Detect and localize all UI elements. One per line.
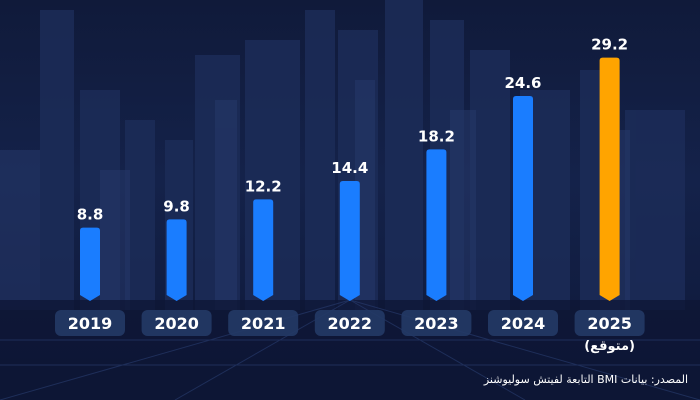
category-pill-2024	[488, 310, 558, 336]
bar-2024	[513, 96, 533, 301]
category-pill-2020	[141, 310, 212, 336]
data-label-2022: 14.4	[331, 159, 368, 177]
category-pill-2019	[55, 310, 125, 336]
data-label-2019: 8.8	[77, 206, 104, 224]
category-label-2022: 2022	[328, 314, 373, 333]
bar-2019	[80, 227, 100, 301]
data-label-2025: 29.2	[591, 36, 628, 54]
source-note: المصدر: بيانات BMI التابعة لفيتش سوليوشن…	[483, 373, 688, 386]
category-sublabel-2025: (متوقع)	[584, 339, 635, 354]
category-label-2025: 2025	[587, 314, 632, 333]
data-label-2023: 18.2	[418, 127, 455, 145]
category-pill-2022	[314, 310, 385, 336]
bar-2025	[599, 57, 620, 301]
data-label-2024: 24.6	[504, 74, 541, 92]
category-pill-2023	[401, 310, 472, 336]
bar-2022	[339, 181, 360, 301]
bar-2023	[426, 149, 447, 301]
data-label-2020: 9.8	[163, 197, 190, 215]
category-label-2021: 2021	[241, 314, 286, 333]
category-label-2024: 2024	[501, 314, 546, 333]
category-label-2019: 2019	[68, 314, 113, 333]
bar-2020	[166, 219, 187, 301]
category-pill-2025	[574, 310, 645, 336]
category-label-2020: 2020	[154, 314, 199, 333]
bar-2021	[253, 199, 274, 301]
category-label-2023: 2023	[414, 314, 459, 333]
category-pill-2021	[228, 310, 299, 336]
data-label-2021: 12.2	[245, 177, 282, 195]
